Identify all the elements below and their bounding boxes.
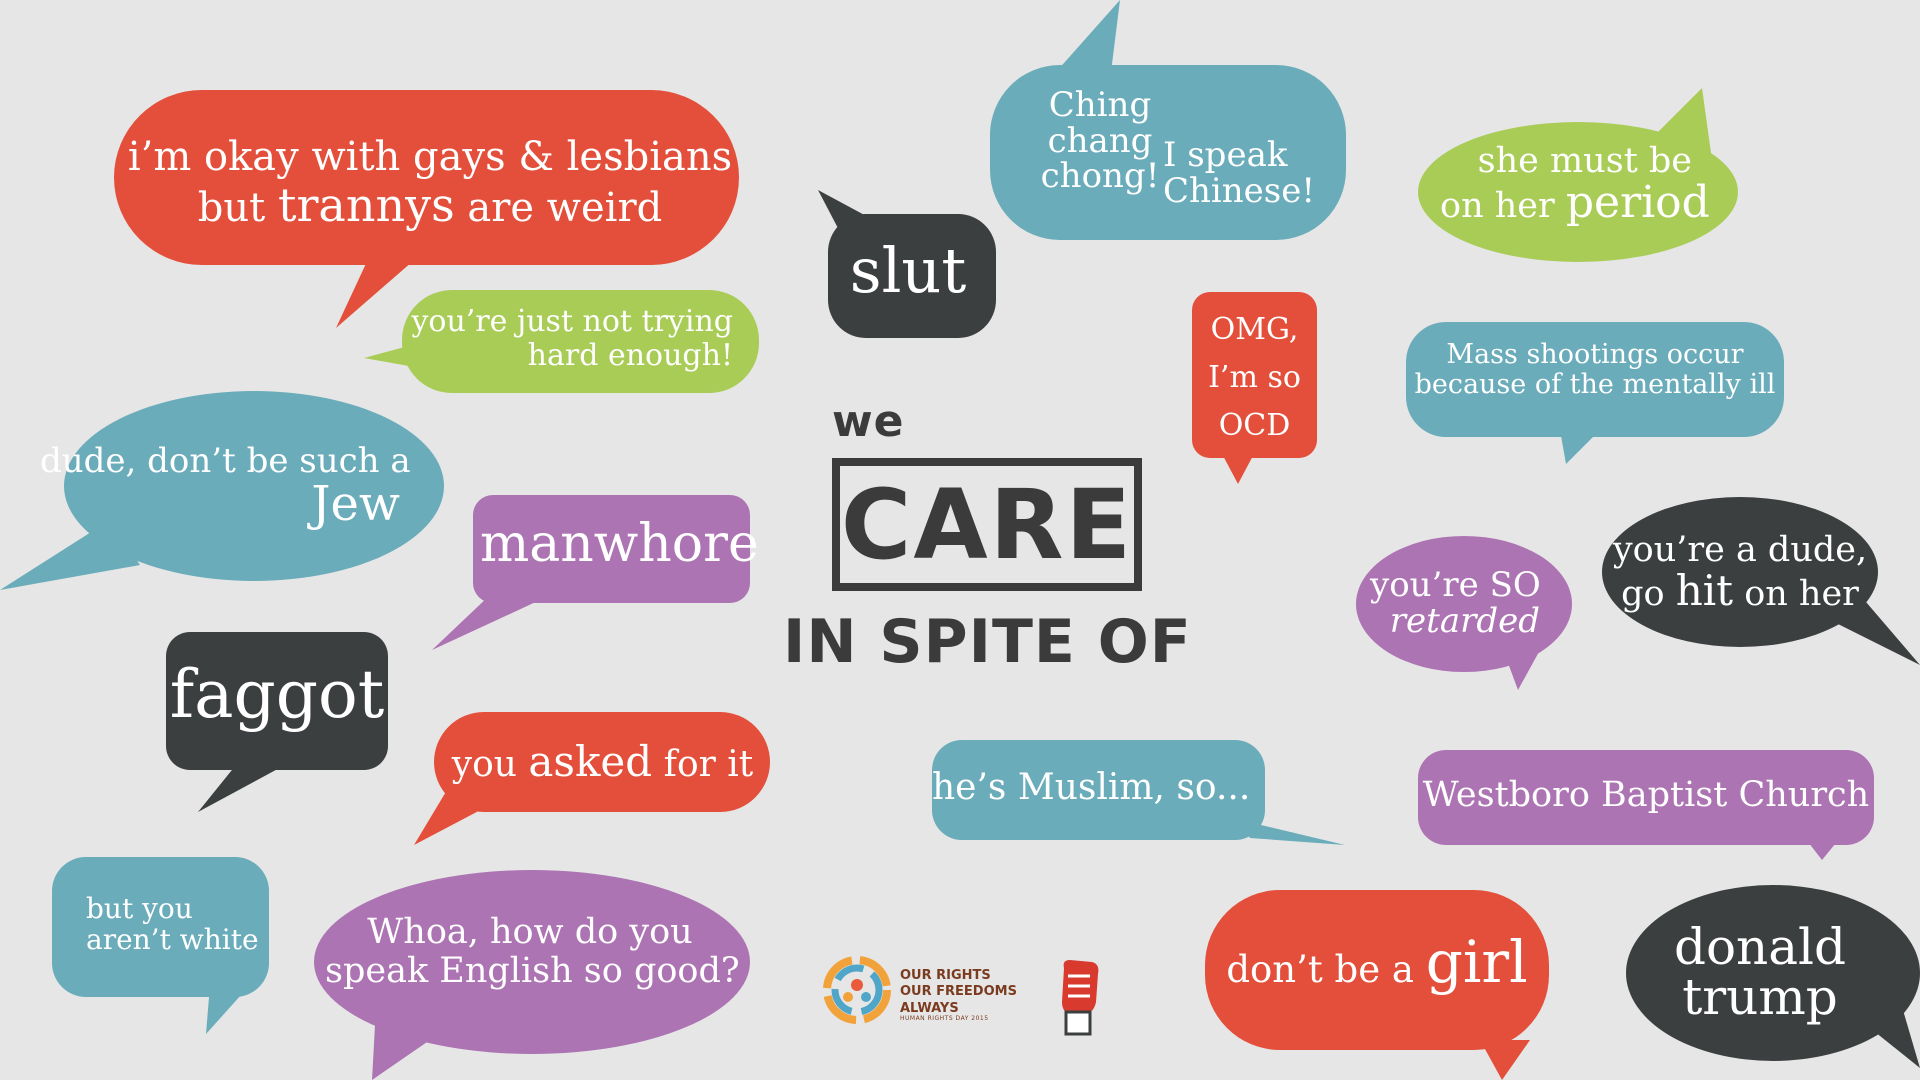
text-manwhore: manwhore: [480, 514, 759, 574]
text-emphasis: girl: [1425, 928, 1528, 996]
text-jew: dude, don’t be such a Jew: [40, 441, 411, 533]
text-line: you’re SO: [1370, 565, 1541, 605]
slogan-care: CARE: [840, 468, 1134, 581]
text-emphasis: retarded: [1389, 600, 1540, 641]
logo-org-name: OUR RIGHTS OUR FREEDOMS ALWAYS: [900, 968, 1017, 1017]
text-span: for it: [652, 744, 754, 785]
text-muslim: he’s Muslim, so...: [932, 767, 1251, 808]
text-line: Mass shootings occur: [1446, 339, 1744, 370]
text-line: but trannys are weird: [120, 177, 740, 232]
bubble-trannys: [114, 90, 739, 328]
text-emphasis: trannys: [277, 177, 455, 232]
bubble-dude: [1602, 497, 1920, 665]
text-line: you’re a dude,: [1612, 530, 1868, 570]
text-line: I’m so: [1208, 360, 1301, 395]
text-line: Ching: [1048, 85, 1152, 125]
text-white: but you aren’t white: [86, 893, 266, 956]
text-emphasis: Jew: [311, 476, 400, 533]
text-trannys: i’m okay with gays & lesbians but tranny…: [120, 135, 740, 231]
text-ocd: OMG, I’m so OCD: [1192, 306, 1317, 450]
text-line: Chinese!: [1163, 170, 1316, 211]
text-westboro: Westboro Baptist Church: [1422, 775, 1870, 815]
bubble-trump: [1626, 885, 1920, 1068]
text-line: hard enough!: [527, 337, 733, 373]
slogan-we: we: [832, 396, 905, 447]
text-line: i’m okay with gays & lesbians: [127, 134, 733, 180]
bubble-white: [52, 857, 269, 1034]
text-line: on her period: [1440, 179, 1710, 226]
text-period: she must be on her period: [1440, 141, 1710, 226]
text-emphasis: period: [1565, 176, 1710, 228]
text-line: trump: [1682, 968, 1838, 1026]
bubble-ching: [990, 0, 1346, 240]
text-span: but: [197, 184, 278, 231]
bubble-period: [1418, 88, 1738, 262]
text-line: chong!: [1040, 156, 1160, 197]
text-trump: donald trump: [1630, 922, 1890, 1022]
text-line: aren’t white: [86, 923, 259, 957]
text-line: you’re just not trying: [411, 304, 733, 339]
bubble-muslim: [932, 740, 1345, 845]
text-girl: don’t be a girl: [1205, 930, 1549, 995]
text-chinese: I speak Chinese!: [1163, 135, 1323, 211]
text-line: donald: [1673, 918, 1847, 976]
bubble-shootings: [1406, 322, 1784, 464]
text-line: Whoa, how do you: [367, 912, 693, 952]
text-span: are weird: [454, 184, 663, 231]
text-line: chang: [1047, 120, 1153, 161]
slogan-in-spite-of: IN SPITE OF: [783, 607, 1192, 677]
logo-org-subtitle: HUMAN RIGHTS DAY 2015: [900, 1015, 989, 1022]
bubble-english: [314, 870, 750, 1080]
bubble-jew: [0, 391, 444, 590]
text-line: OCD: [1218, 408, 1291, 443]
logo-text-line: ALWAYS: [900, 1000, 959, 1016]
text-span: you: [451, 744, 529, 785]
text-emphasis: asked: [528, 737, 653, 786]
text-retarded: you’re SO retarded: [1370, 565, 1541, 641]
text-line: I speak: [1163, 135, 1288, 175]
text-span: on her: [1440, 185, 1566, 226]
text-shootings: Mass shootings occur because of the ment…: [1406, 339, 1784, 401]
text-line: dude, don’t be such a: [40, 441, 411, 481]
human-rights-day-logo-icon: [823, 956, 891, 1024]
bubble-girl: [1205, 890, 1549, 1080]
bubble-trying: [364, 290, 759, 393]
slogan-care-box: CARE: [832, 458, 1142, 591]
bubble-ocd: [1192, 292, 1317, 484]
text-emphasis: hit: [1675, 565, 1734, 615]
text-slut: slut: [849, 234, 967, 307]
logo-text-line: OUR RIGHTS: [900, 968, 991, 983]
text-dude: you’re a dude, go hit on her: [1610, 532, 1870, 613]
text-trying: you’re just not trying hard enough!: [400, 305, 733, 372]
bubble-asked: [414, 712, 770, 845]
bubble-westboro: [1418, 750, 1874, 860]
text-faggot: faggot: [169, 656, 385, 733]
bubble-retarded: [1356, 536, 1572, 690]
text-line: speak English so good?: [325, 951, 740, 992]
text-line: she must be: [1477, 141, 1692, 181]
text-line: OMG,: [1210, 312, 1299, 347]
text-span: on her: [1733, 573, 1859, 614]
bubble-faggot: [166, 632, 388, 812]
text-ching: Ching chang chong!: [1030, 85, 1170, 197]
text-line: go hit on her: [1610, 565, 1870, 615]
bubble-slut: [818, 190, 996, 338]
raised-fist-logo-icon: [1062, 960, 1099, 1036]
text-english: Whoa, how do you speak English so good?: [325, 912, 740, 992]
text-line: because of the mentally ill: [1414, 369, 1776, 401]
text-asked: you asked for it: [440, 738, 765, 785]
text-span: go: [1621, 573, 1676, 614]
text-line: but you: [86, 892, 193, 925]
bubble-manwhore: [432, 495, 750, 650]
text-span: don’t be a: [1226, 948, 1426, 991]
logo-text-line: OUR FREEDOMS: [900, 984, 1017, 1000]
